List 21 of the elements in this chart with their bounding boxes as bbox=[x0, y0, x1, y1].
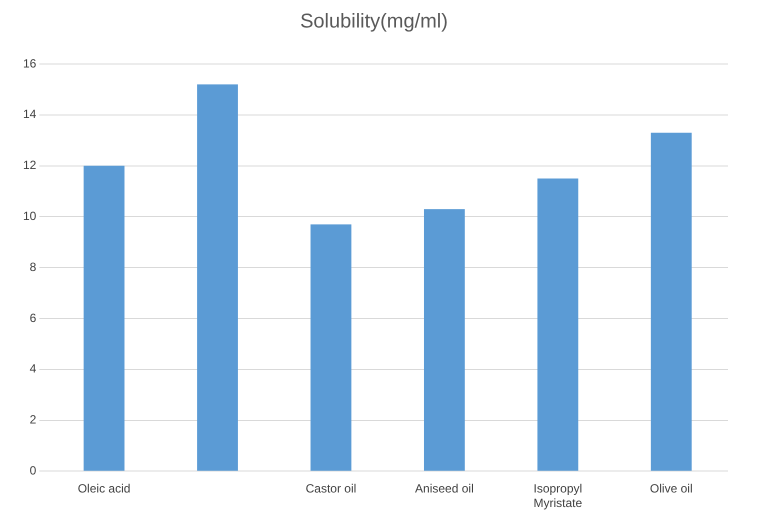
y-tick-label: 4 bbox=[30, 362, 37, 376]
x-tick-label: Oleic acid bbox=[78, 482, 130, 496]
bar bbox=[84, 166, 124, 471]
y-tick-label: 8 bbox=[30, 260, 37, 274]
y-tick-label: 2 bbox=[30, 412, 37, 427]
x-tick-label: Aniseed oil bbox=[415, 482, 474, 496]
bar bbox=[537, 178, 578, 471]
x-tick-label: Olive oil bbox=[650, 482, 693, 496]
bar bbox=[310, 224, 352, 471]
bar bbox=[650, 132, 692, 471]
bar bbox=[424, 209, 465, 471]
y-tick-label: 0 bbox=[30, 464, 37, 478]
chart-title: Solubility(mg/ml) bbox=[300, 10, 448, 33]
x-tick-label: Castor oil bbox=[306, 482, 356, 496]
bar bbox=[197, 84, 238, 471]
y-tick-label: 14 bbox=[22, 107, 37, 122]
x-tick-label: Isopropyl Myristate bbox=[533, 482, 582, 510]
y-tick-label: 6 bbox=[30, 310, 37, 325]
y-tick-label: 10 bbox=[22, 209, 37, 224]
y-tick-label: 16 bbox=[22, 56, 37, 70]
y-tick-label: 12 bbox=[22, 158, 37, 172]
